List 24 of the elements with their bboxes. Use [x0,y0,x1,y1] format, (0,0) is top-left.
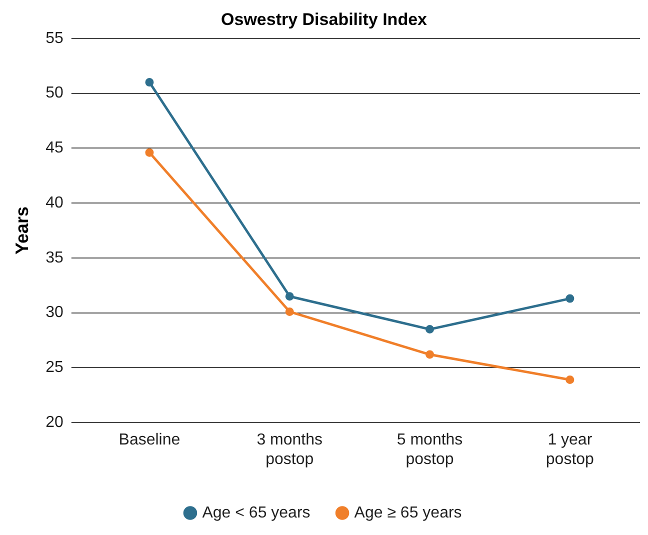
point [566,294,574,303]
point [426,350,434,359]
y-tick-label: 30 [46,304,64,322]
legend-label: Age < 65 years [202,504,310,522]
y-axis-title: Years [12,206,32,255]
y-tick-label: 40 [46,194,64,212]
point [145,148,154,157]
point [285,307,294,316]
x-tick-label: Baseline [118,432,180,449]
y-tick-label: 20 [46,414,64,432]
point [566,376,574,384]
legend-label: Age ≥ 65 years [354,504,462,522]
point [145,78,154,87]
chart-title: Oswestry Disability Index [221,10,428,29]
y-tick-label: 55 [46,30,64,47]
point [285,292,294,301]
y-tick-label: 50 [46,84,64,102]
y-tick-label: 25 [46,359,64,376]
y-tick-label: 45 [46,140,64,157]
point [426,325,434,334]
y-tick-label: 35 [46,249,64,266]
x-tick-label: 3 months postop [256,432,323,468]
x-tick-label: 5 months postop [396,432,463,468]
x-tick-label: 1 year postop [546,432,594,468]
